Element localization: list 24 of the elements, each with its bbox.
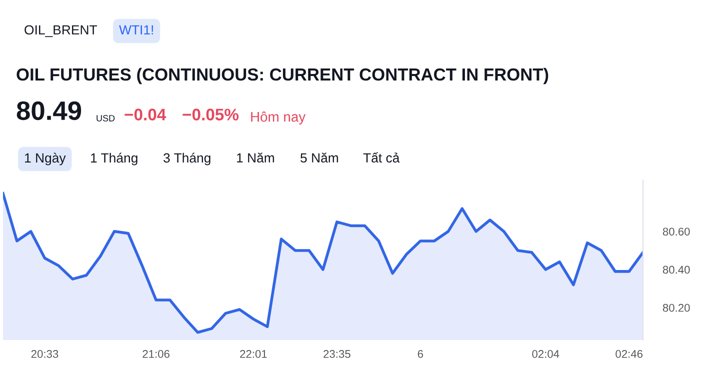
text: Tất cả [363,152,400,163]
text: −0.05% [182,108,239,120]
text: USD [96,115,115,122]
text: 1 Ngày [25,152,66,166]
x-tick-label: 21:06 [142,350,170,358]
text: 1 Tháng [91,152,138,166]
x-tick-label: 22:01 [240,350,267,358]
y-tick-label: 80.60 [662,228,690,236]
x-tick-label: 20:33 [31,350,58,358]
x-tick-label: 02:46 [616,350,642,358]
text: OIL_BRENT [24,25,98,38]
text: WTI1! [119,25,153,34]
x-tick-label: 6 [418,350,423,358]
text: 5 Năm [300,152,338,163]
text: Hôm nay [251,112,306,124]
text: 3 Tháng [164,152,210,166]
y-tick-label: 80.20 [662,304,690,312]
text: 80.49 [16,101,82,120]
x-tick-label: 23:35 [324,350,350,358]
text: −0.04 [124,108,166,120]
chart-title: OIL FUTURES (CONTINUOUS: CURRENT CONTRACT IN FRONT) [16,68,548,84]
text: 1 Năm [237,152,274,163]
x-tick-label: 02:04 [532,350,560,358]
y-tick-label: 80.40 [662,266,690,274]
